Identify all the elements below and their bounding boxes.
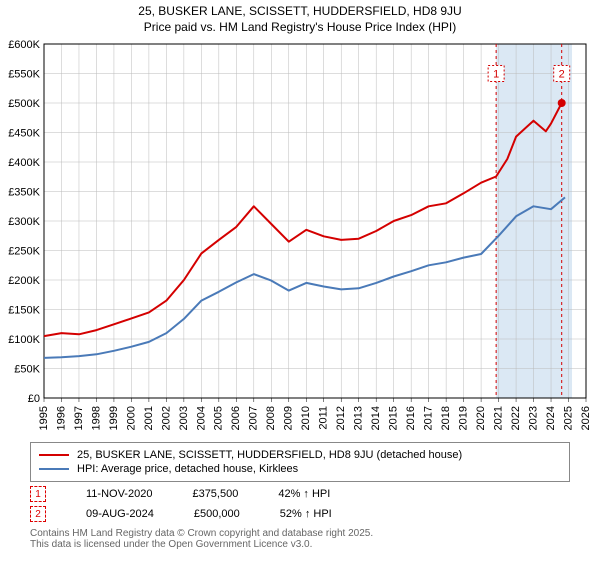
copyright-line: Contains HM Land Registry data © Crown c… <box>30 528 570 539</box>
copyright: Contains HM Land Registry data © Crown c… <box>30 528 570 550</box>
legend-item: 25, BUSKER LANE, SCISSETT, HUDDERSFIELD,… <box>39 449 561 461</box>
svg-text:2016: 2016 <box>405 406 417 430</box>
svg-text:£300K: £300K <box>8 216 40 228</box>
sale-delta: 42% ↑ HPI <box>278 488 330 500</box>
svg-text:£450K: £450K <box>8 128 40 140</box>
svg-text:2017: 2017 <box>423 406 435 430</box>
svg-text:2021: 2021 <box>492 406 504 430</box>
price-chart: £0 £50K £100K £150K £200K £250K £300K £350K £400… <box>0 38 600 438</box>
svg-text:2020: 2020 <box>475 406 487 430</box>
svg-text:1998: 1998 <box>90 406 102 430</box>
svg-text:2015: 2015 <box>388 406 400 430</box>
svg-text:2006: 2006 <box>230 406 242 430</box>
svg-text:£100K: £100K <box>8 334 40 346</box>
sale-row: 2 09-AUG-2024 £500,000 52% ↑ HPI <box>30 506 600 522</box>
svg-text:2011: 2011 <box>318 406 330 430</box>
svg-text:1995: 1995 <box>38 406 50 430</box>
legend-label: HPI: Average price, detached house, Kirk… <box>77 463 298 475</box>
svg-text:2009: 2009 <box>283 406 295 430</box>
svg-text:2019: 2019 <box>458 406 470 430</box>
svg-text:£600K: £600K <box>8 39 40 51</box>
svg-text:£500K: £500K <box>8 98 40 110</box>
svg-text:2025: 2025 <box>562 406 574 430</box>
svg-text:£550K: £550K <box>8 69 40 81</box>
svg-text:2018: 2018 <box>440 406 452 430</box>
svg-text:2008: 2008 <box>265 406 277 430</box>
sale-marker-icon: 2 <box>30 506 46 522</box>
svg-text:2004: 2004 <box>195 406 207 430</box>
svg-text:£250K: £250K <box>8 246 40 258</box>
svg-text:2005: 2005 <box>213 406 225 430</box>
legend-label: 25, BUSKER LANE, SCISSETT, HUDDERSFIELD,… <box>77 449 462 461</box>
svg-text:1997: 1997 <box>73 406 85 430</box>
svg-text:2003: 2003 <box>178 406 190 430</box>
legend-swatch <box>39 468 69 470</box>
page-subtitle: Price paid vs. HM Land Registry's House … <box>0 20 600 34</box>
sale-delta: 52% ↑ HPI <box>280 508 332 520</box>
svg-text:2023: 2023 <box>527 406 539 430</box>
sale-price: £500,000 <box>194 508 240 520</box>
sale-date: 11-NOV-2020 <box>86 488 152 500</box>
legend-swatch <box>39 454 69 456</box>
sale-price: £375,500 <box>192 488 238 500</box>
svg-text:2: 2 <box>559 69 565 81</box>
svg-text:£0: £0 <box>28 393 40 405</box>
svg-text:£350K: £350K <box>8 187 40 199</box>
sale-marker-icon: 1 <box>30 486 46 502</box>
svg-text:2024: 2024 <box>545 406 557 430</box>
svg-text:2012: 2012 <box>335 406 347 430</box>
legend-item: HPI: Average price, detached house, Kirk… <box>39 463 561 475</box>
legend: 25, BUSKER LANE, SCISSETT, HUDDERSFIELD,… <box>30 442 570 482</box>
svg-text:2014: 2014 <box>370 406 382 430</box>
sale-row: 1 11-NOV-2020 £375,500 42% ↑ HPI <box>30 486 600 502</box>
svg-text:2013: 2013 <box>353 406 365 430</box>
svg-text:2002: 2002 <box>160 406 172 430</box>
copyright-line: This data is licensed under the Open Gov… <box>30 539 570 550</box>
svg-text:£400K: £400K <box>8 157 40 169</box>
svg-text:2010: 2010 <box>300 406 312 430</box>
svg-text:1999: 1999 <box>108 406 120 430</box>
sale-date: 09-AUG-2024 <box>86 508 154 520</box>
svg-text:2007: 2007 <box>248 406 260 430</box>
svg-text:1: 1 <box>493 69 499 81</box>
page-title: 25, BUSKER LANE, SCISSETT, HUDDERSFIELD,… <box>0 4 600 18</box>
svg-text:2000: 2000 <box>125 406 137 430</box>
svg-text:£50K: £50K <box>14 364 40 376</box>
chart-svg: £0 £50K £100K £150K £200K £250K £300K £350K £400… <box>0 38 600 438</box>
svg-text:£200K: £200K <box>8 275 40 287</box>
svg-text:£150K: £150K <box>8 305 40 317</box>
svg-text:1996: 1996 <box>55 406 67 430</box>
svg-text:2026: 2026 <box>580 406 592 430</box>
svg-text:2022: 2022 <box>510 406 522 430</box>
svg-text:2001: 2001 <box>143 406 155 430</box>
